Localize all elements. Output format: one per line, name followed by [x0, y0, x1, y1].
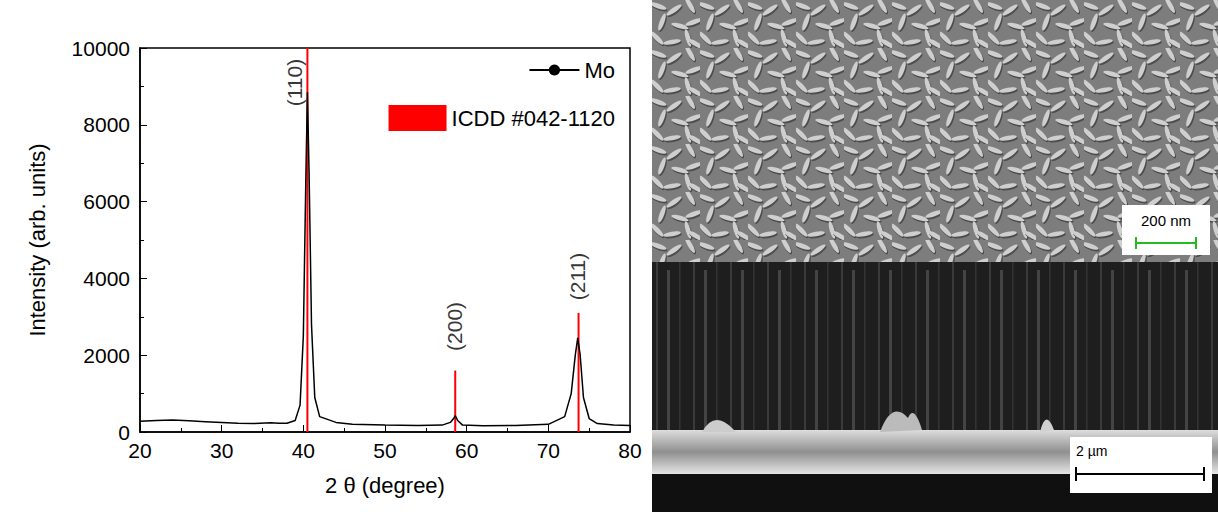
svg-text:10000: 10000 [72, 37, 130, 60]
svg-text:ICDD #042-1120: ICDD #042-1120 [452, 106, 615, 131]
svg-text:0: 0 [118, 420, 130, 444]
svg-text:Mo: Mo [584, 58, 615, 83]
svg-text:40: 40 [292, 439, 315, 462]
svg-text:2 θ (degree): 2 θ (degree) [325, 473, 445, 498]
svg-text:70: 70 [537, 439, 560, 462]
svg-text:20: 20 [128, 439, 151, 462]
svg-text:30: 30 [210, 439, 233, 462]
svg-text:6000: 6000 [83, 190, 130, 213]
svg-text:200 nm: 200 nm [1141, 212, 1191, 229]
svg-text:Intensity (arb. units): Intensity (arb. units) [25, 143, 50, 336]
svg-text:80: 80 [618, 439, 641, 462]
svg-text:4000: 4000 [83, 267, 130, 290]
svg-text:2 µm: 2 µm [1076, 443, 1107, 459]
svg-text:(200): (200) [443, 302, 466, 351]
svg-text:(211): (211) [566, 253, 589, 300]
svg-text:60: 60 [455, 439, 478, 462]
svg-text:8000: 8000 [83, 113, 130, 136]
svg-text:50: 50 [373, 439, 396, 462]
svg-text:2000: 2000 [83, 344, 130, 367]
svg-text:(110): (110) [283, 59, 306, 106]
